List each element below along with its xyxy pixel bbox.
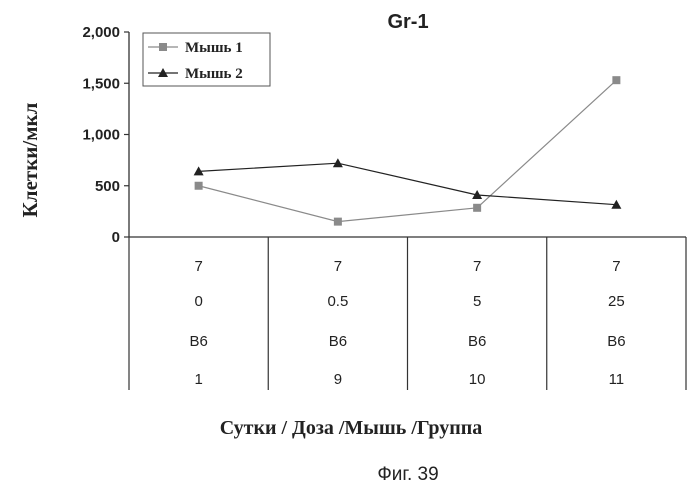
chart-title: Gr-1 — [387, 11, 428, 33]
category-cell: 5 — [473, 293, 481, 310]
y-tick-label: 500 — [95, 178, 120, 195]
figure-caption: Фиг. 39 — [377, 464, 438, 485]
category-cell: 10 — [469, 371, 486, 388]
legend-label-mouse-1: Мышь 1 — [185, 40, 243, 56]
data-point-square — [195, 182, 203, 190]
y-axis-label: Клетки/мкл — [18, 102, 42, 217]
category-cell: 25 — [608, 293, 625, 310]
data-point-square — [612, 76, 620, 84]
y-tick-label: 0 — [112, 229, 120, 246]
series-line-2 — [199, 163, 617, 205]
category-cell: 7 — [194, 258, 202, 275]
data-point-square — [473, 204, 481, 212]
category-cell: B6 — [468, 333, 486, 350]
y-tick-label: 2,000 — [82, 24, 120, 41]
category-cell: 0.5 — [327, 293, 348, 310]
category-cell: 1 — [194, 371, 202, 388]
series-group — [194, 76, 622, 225]
data-point-square — [334, 218, 342, 226]
category-cell: 9 — [334, 371, 342, 388]
category-table: 7 7 7 7 0 0.5 5 25 B6 B6 B6 B6 1 9 10 11 — [129, 237, 686, 390]
legend: Мышь 1 Мышь 2 — [143, 33, 270, 86]
category-cell: 0 — [194, 293, 202, 310]
category-cell: 7 — [334, 258, 342, 275]
category-cell: 7 — [612, 258, 620, 275]
category-cell: B6 — [607, 333, 625, 350]
category-cell: 7 — [473, 258, 481, 275]
category-cell: B6 — [329, 333, 347, 350]
y-tick-label: 1,500 — [82, 75, 120, 92]
data-point-triangle — [333, 158, 343, 167]
y-axis-ticks: 0 500 1,000 1,500 2,000 — [82, 24, 129, 246]
legend-label-mouse-2: Мышь 2 — [185, 66, 243, 82]
legend-marker-square — [159, 43, 167, 51]
x-axis-label: Сутки / Доза /Мышь /Группа — [220, 417, 483, 439]
y-tick-label: 1,000 — [82, 127, 120, 144]
category-cell: 11 — [609, 371, 625, 388]
category-cell: B6 — [189, 333, 207, 350]
